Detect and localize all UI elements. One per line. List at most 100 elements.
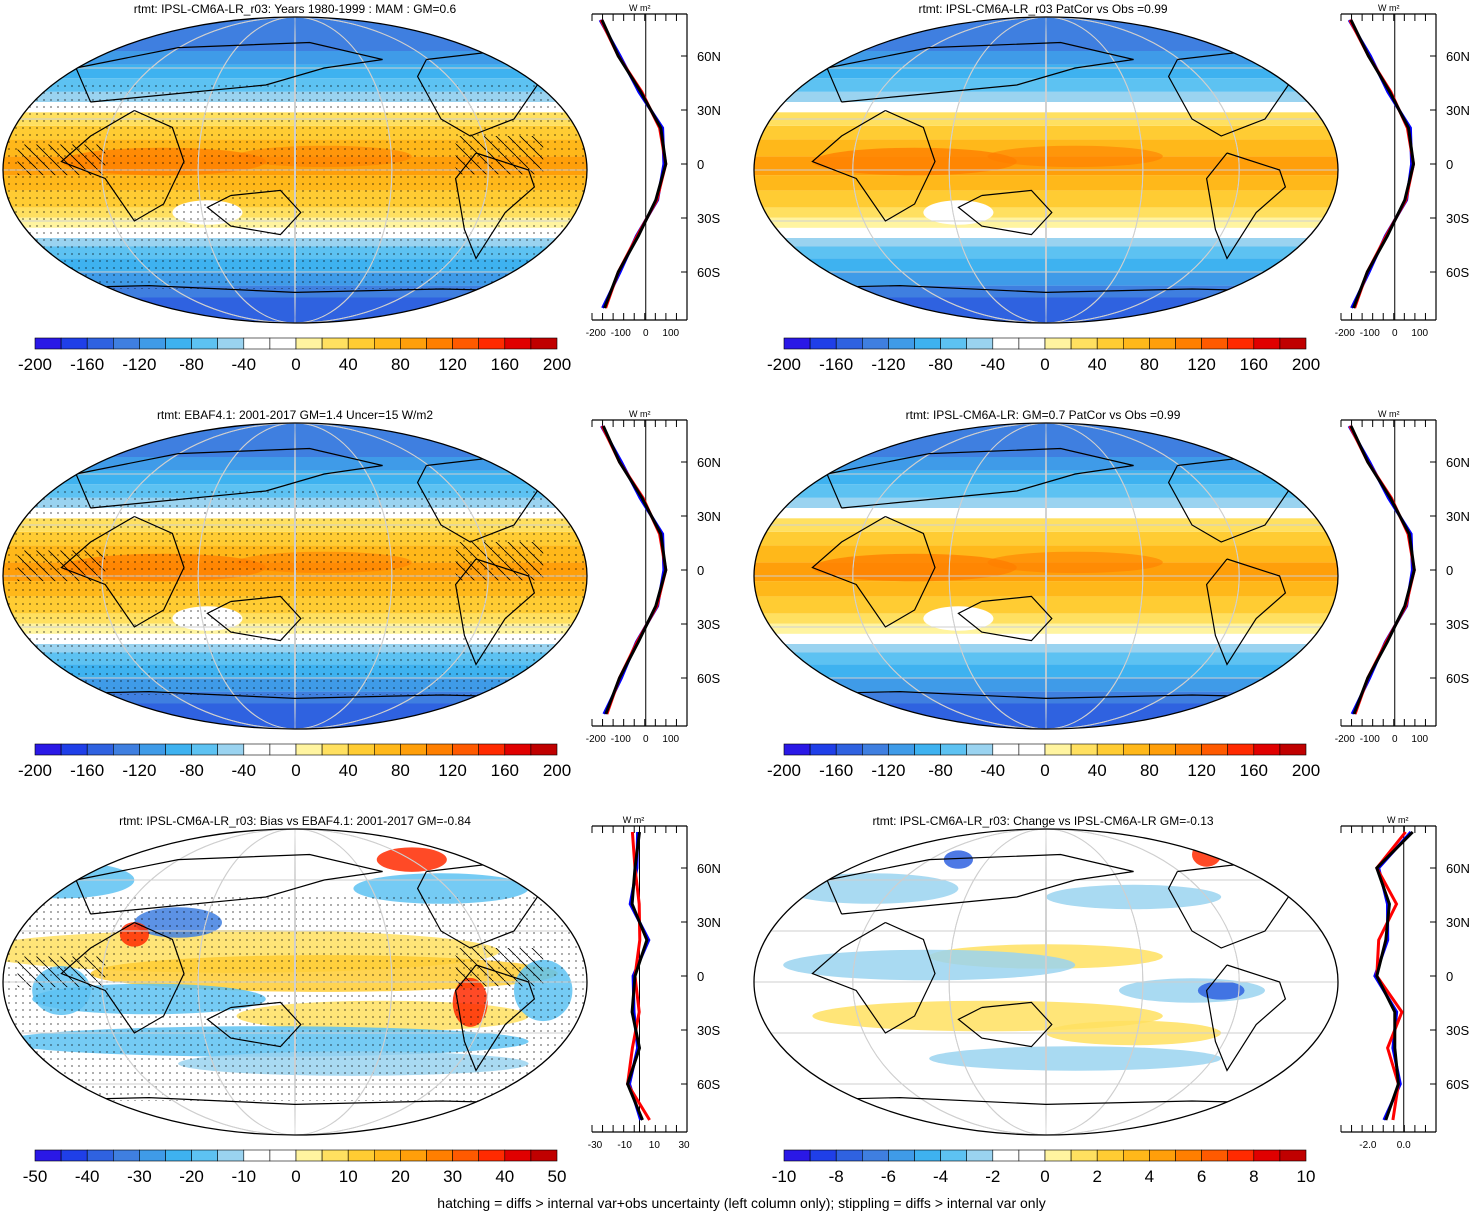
colorbar-tick-label: 80 xyxy=(391,355,410,374)
profile-ytick-label: 0 xyxy=(1446,563,1453,578)
colorbar-tick-label: 200 xyxy=(543,761,571,780)
profile-series-black xyxy=(1375,830,1414,1121)
profile-series-red xyxy=(1348,425,1416,715)
figure-panel: rtmt: IPSL-CM6A-LR_r03 PatCor vs Obs =0.… xyxy=(748,0,1483,400)
map-outline xyxy=(2,422,588,730)
colorbar-tick-label: 40 xyxy=(495,1167,514,1186)
colorbar-tick-label: -40 xyxy=(981,761,1006,780)
profile-unit-label: W m² xyxy=(629,3,651,13)
map-field xyxy=(754,423,1338,729)
colorbar-tick-label: 0 xyxy=(1040,355,1049,374)
profile-ytick-label: 60N xyxy=(697,49,721,64)
profile-xtick-label: 0 xyxy=(643,328,649,339)
profile-ytick-label: 60S xyxy=(1446,265,1469,280)
profile-series-red xyxy=(600,425,668,715)
colorbar-tick-label: -10 xyxy=(232,1167,257,1186)
profile-unit-label: W m² xyxy=(629,409,651,419)
profile-xtick-label: -200 xyxy=(1335,328,1355,339)
profile-xtick-label: 100 xyxy=(662,328,679,339)
colorbar: -200 -160 -120 -80 -40 0 40 80 120 160 200 xyxy=(767,337,1320,374)
profile-ytick-label: 0 xyxy=(697,969,704,984)
panel-graphics: -50 -40 -30 -20 -10 0 10 20 30 40 50 W m² -30 -10 10 30… xyxy=(2,815,721,1186)
profile-ytick-label: 60S xyxy=(1446,1077,1469,1092)
profile-series-blue xyxy=(1347,425,1414,715)
profile-xtick-label: 0 xyxy=(643,734,649,745)
panel-title: rtmt: IPSL-CM6A-LR_r03: Years 1980-1999 … xyxy=(133,2,457,16)
figure-panel: rtmt: IPSL-CM6A-LR_r03: Years 1980-1999 … xyxy=(0,0,735,400)
colorbar-tick-label: 10 xyxy=(1297,1167,1316,1186)
zonal-profile-axes: W m² -2.0 0.0 60N 30N 0 30S 60S xyxy=(1340,815,1470,1151)
colorbar-tick-label: -4 xyxy=(933,1167,948,1186)
colorbar-tick-label: 80 xyxy=(1140,761,1159,780)
colorbar-tick-label: 120 xyxy=(1187,355,1215,374)
colorbar-tick-label: -80 xyxy=(179,761,204,780)
profile-ytick-label: 60S xyxy=(1446,671,1469,686)
map-outline xyxy=(753,828,1339,1136)
profile-ytick-label: 60S xyxy=(697,1077,720,1092)
profile-ytick-label: 0 xyxy=(1446,969,1453,984)
colorbar-tick-label: 200 xyxy=(1292,761,1320,780)
colorbar-tick-label: 20 xyxy=(391,1167,410,1186)
profile-xtick-label: 30 xyxy=(678,1140,690,1151)
profile-ytick-label: 60S xyxy=(697,265,720,280)
panel-title: rtmt: IPSL-CM6A-LR_r03: Change vs IPSL-C… xyxy=(872,814,1214,828)
profile-ytick-label: 30S xyxy=(1446,211,1469,226)
colorbar-tick-label: 8 xyxy=(1249,1167,1258,1186)
profile-xtick-label: -100 xyxy=(1360,328,1380,339)
profile-series-red xyxy=(1375,831,1407,1121)
colorbar-tick-label: 80 xyxy=(391,761,410,780)
profile-xtick-label: -100 xyxy=(1360,734,1380,745)
panel-graphics: -200 -160 -120 -80 -40 0 40 80 120 160 200 W m² -200… xyxy=(2,409,721,780)
profile-series-blue xyxy=(598,19,666,309)
profile-xtick-label: -2.0 xyxy=(1359,1140,1377,1151)
colorbar-tick-label: 40 xyxy=(1088,761,1107,780)
panel-graphics: -10 -8 -6 -4 -2 0 2 4 6 8 10 W m² -2.0 0.0 60N 30N 0 30S 6… xyxy=(753,815,1470,1186)
figure-panel: rtmt: IPSL-CM6A-LR: GM=0.7 PatCor vs Obs… xyxy=(748,406,1483,806)
colorbar-tick-label: -120 xyxy=(122,761,156,780)
profile-unit-label: W m² xyxy=(1387,815,1409,825)
panel-title: rtmt: IPSL-CM6A-LR_r03 PatCor vs Obs =0.… xyxy=(918,2,1168,16)
colorbar-tick-label: 200 xyxy=(543,355,571,374)
colorbar-tick-label: -40 xyxy=(232,355,257,374)
colorbar-tick-label: -160 xyxy=(70,761,104,780)
map-field xyxy=(3,829,587,1135)
colorbar-tick-label: -40 xyxy=(981,355,1006,374)
profile-ytick-label: 30N xyxy=(697,509,721,524)
colorbar-tick-label: -200 xyxy=(18,761,52,780)
profile-ytick-label: 30N xyxy=(697,103,721,118)
profile-xtick-label: -100 xyxy=(611,734,631,745)
zonal-profile-axes: W m² -200 -100 0 100 60N 30N 0 30S 60S xyxy=(1335,409,1470,745)
profile-xtick-label: -100 xyxy=(611,328,631,339)
zonal-profile-axes: W m² -200 -100 0 100 60N 30N 0 30S 60S xyxy=(1335,3,1470,339)
colorbar: -200 -160 -120 -80 -40 0 40 80 120 160 200 xyxy=(767,743,1320,780)
colorbar-tick-label: 160 xyxy=(1240,355,1268,374)
profile-ytick-label: 0 xyxy=(697,563,704,578)
colorbar: -50 -40 -30 -20 -10 0 10 20 30 40 50 xyxy=(23,1149,566,1186)
colorbar-tick-label: 30 xyxy=(443,1167,462,1186)
profile-series-black xyxy=(1349,425,1416,715)
profile-xtick-label: -200 xyxy=(586,328,606,339)
colorbar-tick-label: -80 xyxy=(179,355,204,374)
colorbar-tick-label: 0 xyxy=(1040,761,1049,780)
colorbar-tick-label: 0 xyxy=(1040,1167,1049,1186)
figure-panel: rtmt: IPSL-CM6A-LR_r03: Bias vs EBAF4.1:… xyxy=(0,812,735,1212)
colorbar-tick-label: -8 xyxy=(829,1167,844,1186)
colorbar: -200 -160 -120 -80 -40 0 40 80 120 160 200 xyxy=(18,743,571,780)
profile-ytick-label: 30N xyxy=(697,915,721,930)
colorbar-tick-label: 160 xyxy=(491,355,519,374)
profile-xtick-label: 100 xyxy=(1411,328,1428,339)
colorbar-tick-label: -30 xyxy=(127,1167,152,1186)
profile-ytick-label: 30N xyxy=(1446,509,1470,524)
colorbar-tick-label: 6 xyxy=(1197,1167,1206,1186)
profile-series-blue xyxy=(1347,19,1414,309)
profile-xtick-label: 0 xyxy=(1392,328,1398,339)
colorbar-tick-label: 2 xyxy=(1092,1167,1101,1186)
map-outline xyxy=(2,828,588,1136)
colorbar-tick-label: -160 xyxy=(70,355,104,374)
colorbar-tick-label: -160 xyxy=(819,355,853,374)
colorbar: -200 -160 -120 -80 -40 0 40 80 120 160 200 xyxy=(18,337,571,374)
colorbar-tick-label: 40 xyxy=(339,761,358,780)
profile-ytick-label: 30S xyxy=(1446,1023,1469,1038)
map-field xyxy=(754,829,1338,1135)
profile-ytick-label: 60N xyxy=(697,455,721,470)
